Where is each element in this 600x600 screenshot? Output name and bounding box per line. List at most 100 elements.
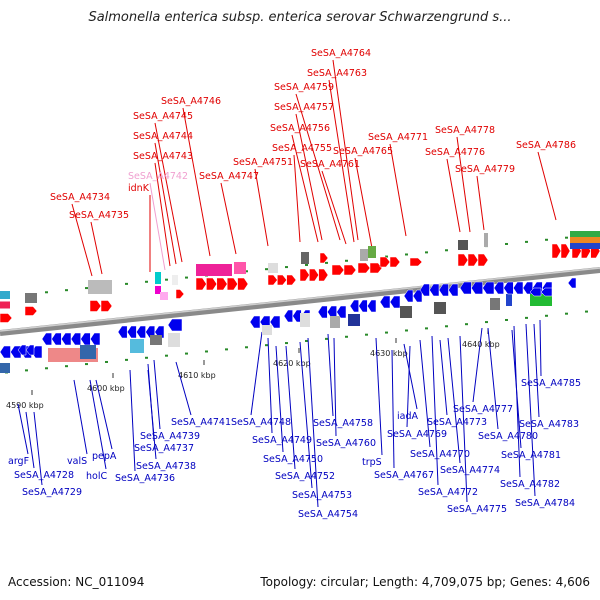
gene-label-top[interactable]: SeSA_A4765 <box>333 146 393 157</box>
guide-dot <box>385 255 388 258</box>
gene-feature-box <box>80 345 96 359</box>
label-leader-line <box>389 143 407 237</box>
label-leader-line <box>17 403 29 455</box>
gene-label-bottom[interactable]: SeSA_A4738 <box>136 461 196 472</box>
gene-arrow-forward <box>551 243 562 259</box>
gene-label-bottom[interactable]: SeSA_A4739 <box>140 431 200 442</box>
gene-label-bottom[interactable]: SeSA_A4753 <box>292 490 352 501</box>
gene-label-bottom[interactable]: SeSA_A4736 <box>115 473 175 484</box>
guide-dot <box>85 287 88 290</box>
gene-arrow-forward <box>0 313 13 323</box>
gene-label-bottom[interactable]: SeSA_A4728 <box>14 470 74 481</box>
guide-dot <box>125 358 128 361</box>
gene-feature-box <box>484 233 488 247</box>
gene-feature-box <box>490 298 500 310</box>
gene-label-bottom[interactable]: trpS <box>362 457 382 468</box>
gene-label-top[interactable]: SeSA_A4778 <box>435 125 495 136</box>
gene-label-bottom[interactable]: SeSA_A4774 <box>440 465 500 476</box>
guide-dot <box>565 312 568 315</box>
gene-label-bottom[interactable]: SeSA_A4729 <box>22 487 82 498</box>
gene-label-bottom[interactable]: SeSA_A4780 <box>478 431 538 442</box>
gene-label-bottom[interactable]: SeSA_A4741 <box>171 417 231 428</box>
gene-label-top[interactable]: SeSA_A4745 <box>133 111 193 122</box>
gene-label-top[interactable]: SeSA_A4734 <box>50 192 110 203</box>
gene-label-bottom[interactable]: iadA <box>397 411 418 422</box>
gene-label-bottom[interactable]: SeSA_A4769 <box>387 429 447 440</box>
gene-label-bottom[interactable]: SeSA_A4758 <box>313 418 373 429</box>
gene-label-bottom[interactable]: SeSA_A4748 <box>231 417 291 428</box>
gene-label-bottom[interactable]: SeSA_A4781 <box>501 450 561 461</box>
gene-label-bottom[interactable]: valS <box>67 456 87 467</box>
guide-dot <box>385 331 388 334</box>
gene-label-bottom[interactable]: SeSA_A4749 <box>252 435 312 446</box>
gene-label-bottom[interactable]: SeSA_A4777 <box>453 404 513 415</box>
gene-label-bottom[interactable]: pepA <box>92 451 117 462</box>
gene-feature-box <box>172 275 178 285</box>
gene-arrow-forward <box>457 253 469 267</box>
label-leader-line <box>250 331 263 416</box>
gene-label-bottom[interactable]: SeSA_A4754 <box>298 509 358 520</box>
label-leader-line <box>291 134 319 243</box>
guide-dot <box>325 337 328 340</box>
gene-label-top[interactable]: SeSA_A4735 <box>69 210 129 221</box>
gene-label-bottom[interactable]: SeSA_A4784 <box>515 498 575 509</box>
gene-arrow-forward <box>299 268 310 282</box>
gene-label-top[interactable]: idnK <box>128 183 150 194</box>
guide-dot <box>125 282 128 285</box>
gene-label-top[interactable]: SeSA_A4744 <box>133 131 193 142</box>
gene-label-bottom[interactable]: SeSA_A4767 <box>374 470 434 481</box>
gene-label-bottom[interactable]: SeSA_A4737 <box>134 443 194 454</box>
gene-label-top[interactable]: SeSA_A4761 <box>300 159 360 170</box>
gene-arrow-forward <box>226 277 238 291</box>
gene-label-bottom[interactable]: holC <box>86 471 107 482</box>
gene-label-top[interactable]: SeSA_A4751 <box>233 157 293 168</box>
guide-dot <box>165 354 168 357</box>
label-leader-line <box>406 345 411 428</box>
gene-label-bottom[interactable]: SeSA_A4783 <box>519 419 579 430</box>
gene-label-top[interactable]: SeSA_A4786 <box>516 140 576 151</box>
gene-arrow-reverse <box>448 283 459 297</box>
label-leader-line <box>90 221 103 275</box>
gene-label-top[interactable]: SeSA_A4756 <box>270 123 330 134</box>
gene-label-top[interactable]: SeSA_A4763 <box>307 68 367 79</box>
gene-label-bottom[interactable]: SeSA_A4750 <box>263 454 323 465</box>
guide-dot <box>405 329 408 332</box>
gene-arrow-forward <box>369 262 383 274</box>
gene-label-bottom[interactable]: SeSA_A4752 <box>275 471 335 482</box>
guide-dot <box>565 236 568 239</box>
gene-arrow-forward <box>277 274 287 286</box>
gene-feature-box <box>570 243 600 249</box>
gene-label-bottom[interactable]: SeSA_A4773 <box>427 417 487 428</box>
gene-label-top[interactable]: SeSA_A4764 <box>311 48 371 59</box>
gene-label-bottom[interactable]: SeSA_A4772 <box>418 487 478 498</box>
gene-label-bottom[interactable]: SeSA_A4782 <box>500 479 560 490</box>
label-leader-line <box>431 335 439 486</box>
gene-label-bottom[interactable]: SeSA_A4775 <box>447 504 507 515</box>
gene-label-top[interactable]: SeSA_A4757 <box>274 102 334 113</box>
gene-label-bottom[interactable]: SeSA_A4785 <box>521 378 581 389</box>
label-leader-line <box>391 349 395 469</box>
guide-dot <box>545 238 548 241</box>
gene-label-bottom[interactable]: SeSA_A4760 <box>316 438 376 449</box>
gene-label-top[interactable]: SeSA_A4779 <box>455 164 515 175</box>
gene-label-top[interactable]: SeSA_A4776 <box>425 147 485 158</box>
gene-label-bottom[interactable]: argF <box>8 456 29 467</box>
gene-label-top[interactable]: SeSA_A4759 <box>274 82 334 93</box>
label-leader-line <box>293 154 301 243</box>
gene-arrow-forward <box>409 257 423 267</box>
label-leader-line <box>375 337 383 456</box>
scale-tick-label: 4610 kbp <box>178 371 216 380</box>
gene-arrow-forward <box>357 262 371 274</box>
gene-label-bottom[interactable]: SeSA_A4770 <box>410 449 470 460</box>
gene-label-top[interactable]: SeSA_A4771 <box>368 132 428 143</box>
gene-label-top[interactable]: SeSA_A4743 <box>133 151 193 162</box>
gene-label-top[interactable]: SeSA_A4746 <box>161 96 221 107</box>
gene-feature-box <box>434 302 446 314</box>
gene-label-top[interactable]: SeSA_A4742 <box>128 171 188 182</box>
guide-dot <box>365 333 368 336</box>
gene-label-top[interactable]: SeSA_A4755 <box>272 143 332 154</box>
gene-label-top[interactable]: SeSA_A4747 <box>199 171 259 182</box>
gene-feature-box <box>330 316 340 328</box>
